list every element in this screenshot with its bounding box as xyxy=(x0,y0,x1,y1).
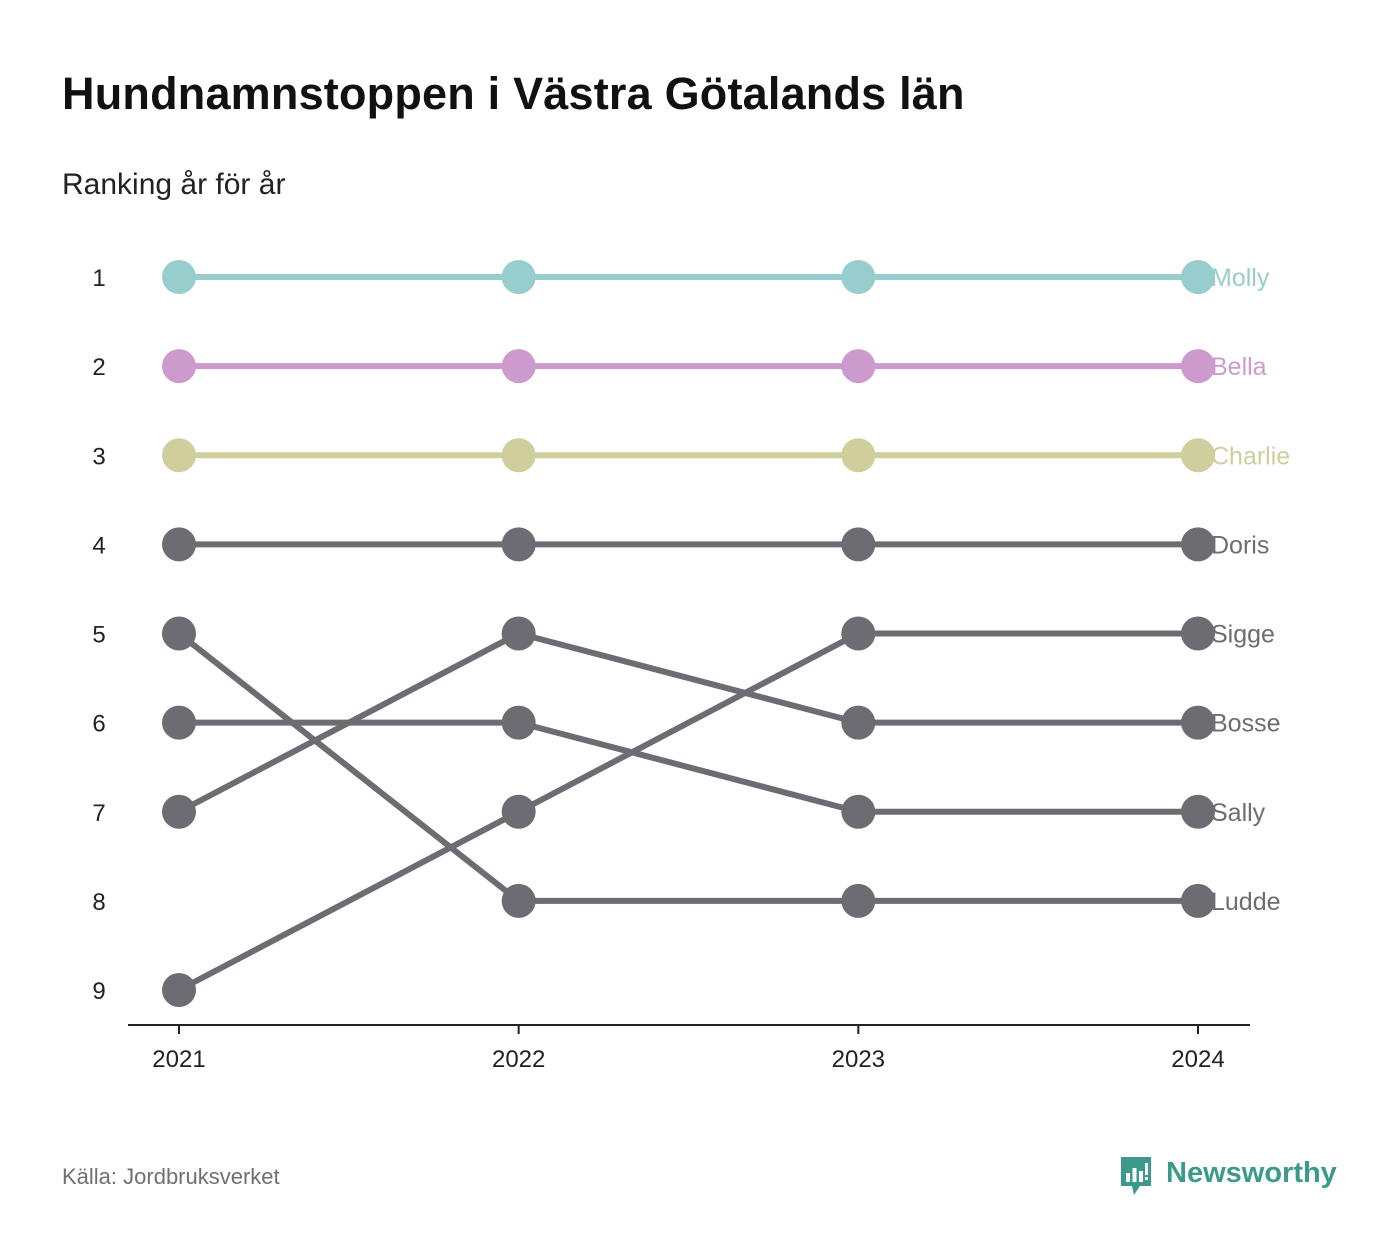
brand-name: Newsworthy xyxy=(1166,1157,1337,1189)
y-tick-label: 2 xyxy=(92,354,105,381)
series-points xyxy=(162,260,1215,1007)
point-sigge-2022 xyxy=(501,794,536,829)
series-lines xyxy=(176,274,1201,993)
source-note: Källa: Jordbruksverket xyxy=(62,1164,280,1189)
bump-chart: 1 2 3 4 5 6 7 8 9 Doris Bosse Sally Sigge Ludde Molly… xyxy=(92,260,1290,1073)
y-tick-label: 8 xyxy=(92,889,105,916)
point-bosse-2022 xyxy=(501,616,536,651)
point-charlie-2022 xyxy=(501,438,536,473)
series-label-bosse: Bosse xyxy=(1211,710,1280,738)
series-label-molly: Molly xyxy=(1211,264,1270,292)
y-tick-label: 3 xyxy=(92,443,105,470)
brand: Newsworthy xyxy=(1118,1154,1337,1202)
series-labels: Doris Bosse Sally Sigge Ludde Molly Bella Charl… xyxy=(1211,264,1290,916)
point-bosse-2021 xyxy=(162,794,196,829)
point-doris-2022 xyxy=(501,527,536,562)
point-ludde-2024 xyxy=(1181,883,1215,918)
point-sally-2024 xyxy=(1181,794,1215,829)
y-tick-label: 1 xyxy=(92,265,105,292)
series-label-sigge: Sigge xyxy=(1211,621,1275,649)
point-molly-2021 xyxy=(162,260,196,294)
series-label-doris: Doris xyxy=(1211,531,1269,559)
series-label-charlie: Charlie xyxy=(1211,442,1290,470)
point-sigge-2024 xyxy=(1181,616,1215,651)
point-doris-2023 xyxy=(841,527,876,562)
point-charlie-2024 xyxy=(1181,438,1215,473)
x-tick-label: 2022 xyxy=(492,1046,545,1073)
y-tick-label: 5 xyxy=(92,622,105,649)
series-line-ludde xyxy=(176,630,1201,904)
point-bella-2023 xyxy=(841,349,876,384)
y-tick-label: 6 xyxy=(92,711,105,738)
series-label-ludde: Ludde xyxy=(1211,888,1281,916)
series-line-sigge xyxy=(176,630,1201,993)
y-tick-label: 7 xyxy=(92,800,105,827)
point-molly-2023 xyxy=(841,260,876,294)
point-bella-2022 xyxy=(501,349,536,384)
y-axis-ticks: 1 2 3 4 5 6 7 8 9 xyxy=(92,265,105,1005)
point-molly-2024 xyxy=(1181,260,1215,294)
point-charlie-2021 xyxy=(162,438,196,473)
point-doris-2024 xyxy=(1181,527,1215,562)
point-sally-2022 xyxy=(501,705,536,740)
point-sigge-2023 xyxy=(841,616,876,651)
chart-subtitle: Ranking år för år xyxy=(62,168,286,201)
point-bosse-2023 xyxy=(841,705,876,740)
point-doris-2021 xyxy=(162,527,196,562)
point-sally-2021 xyxy=(162,705,196,740)
series-line-sally xyxy=(176,719,1201,815)
point-bella-2024 xyxy=(1181,349,1215,384)
point-bella-2021 xyxy=(162,349,196,384)
y-tick-label: 4 xyxy=(92,532,105,559)
x-tick-label: 2024 xyxy=(1171,1046,1224,1073)
newsworthy-logo-icon xyxy=(1121,1157,1151,1195)
series-label-bella: Bella xyxy=(1211,353,1267,381)
point-charlie-2023 xyxy=(841,438,876,473)
point-bosse-2024 xyxy=(1181,705,1215,740)
point-ludde-2021 xyxy=(162,616,196,651)
point-molly-2022 xyxy=(501,260,536,294)
chart-title: Hundnamnstoppen i Västra Götalands län xyxy=(62,68,965,119)
point-ludde-2022 xyxy=(501,883,536,918)
point-sally-2023 xyxy=(841,794,876,829)
series-label-sally: Sally xyxy=(1211,799,1266,827)
y-tick-label: 9 xyxy=(92,978,105,1005)
x-tick-label: 2023 xyxy=(832,1046,885,1073)
x-axis: 2021 2022 2023 2024 xyxy=(128,1024,1250,1073)
point-ludde-2023 xyxy=(841,883,876,918)
point-sigge-2021 xyxy=(162,973,196,1007)
x-tick-label: 2021 xyxy=(152,1046,205,1073)
